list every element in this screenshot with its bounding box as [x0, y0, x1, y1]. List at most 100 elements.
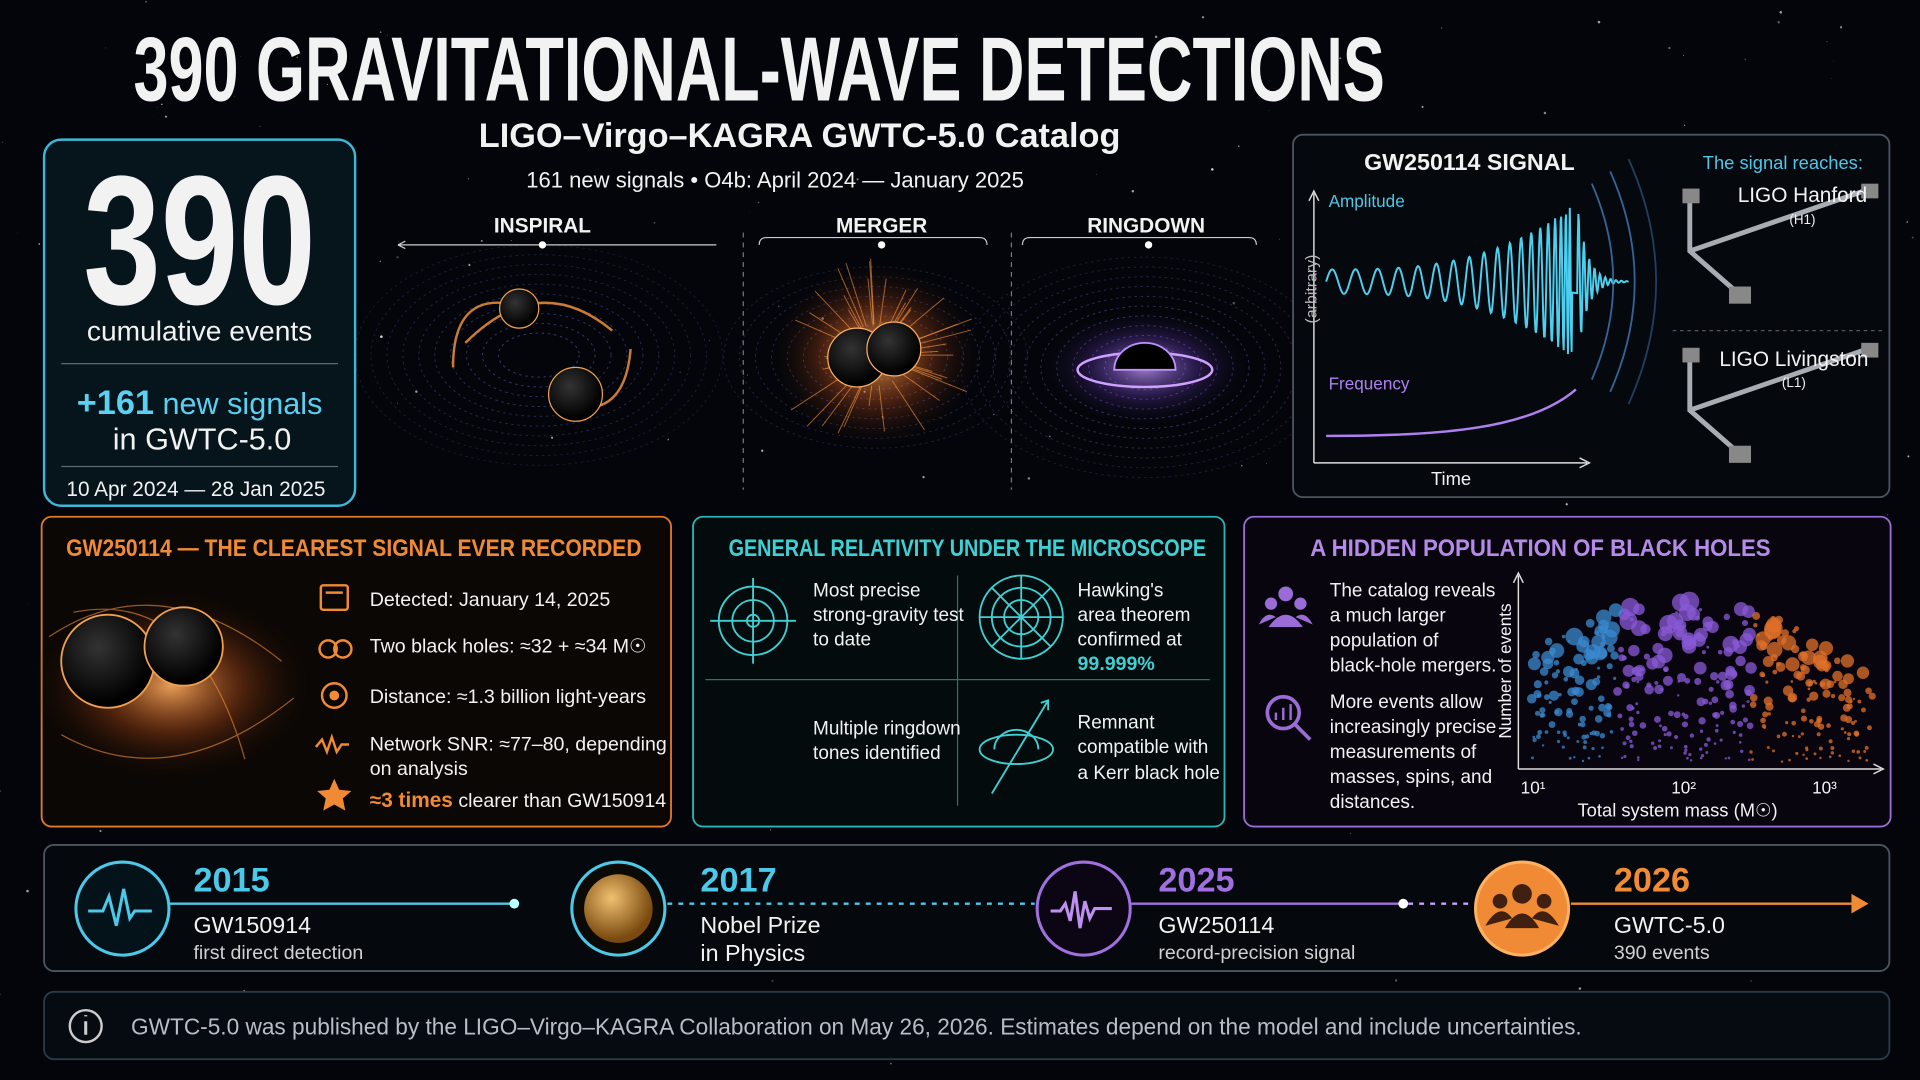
timeline-year: 2025 — [1158, 861, 1234, 899]
panel-title: GENERAL RELATIVITY UNDER THE MICROSCOPE — [729, 535, 1207, 562]
dot — [1720, 710, 1725, 715]
dot — [1828, 739, 1833, 744]
phase-label: INSPIRAL — [494, 215, 591, 238]
dot — [1843, 731, 1847, 734]
dot — [1548, 700, 1552, 704]
dot — [1805, 638, 1819, 651]
footer-note: GWTC-5.0 was published by the LIGO–Virgo… — [131, 1014, 1582, 1040]
dot — [1562, 730, 1567, 735]
star — [234, 96, 235, 97]
dot — [1624, 683, 1630, 689]
star — [1266, 463, 1267, 464]
dot — [1845, 696, 1853, 704]
star — [1421, 105, 1424, 108]
star — [708, 339, 711, 342]
dot — [1741, 619, 1749, 627]
ray — [821, 379, 858, 427]
dot — [1738, 740, 1742, 744]
star — [1154, 35, 1158, 39]
dot — [1654, 684, 1664, 695]
dot — [1819, 681, 1826, 688]
dot — [1805, 757, 1809, 760]
dot — [1838, 694, 1846, 702]
dot — [1686, 756, 1689, 760]
dot — [1635, 702, 1639, 706]
timeline-line — [168, 893, 1869, 914]
phase-illustrations — [354, 244, 1330, 479]
dot — [1822, 689, 1831, 698]
star — [1911, 236, 1914, 239]
dot — [1765, 702, 1774, 711]
dot — [1663, 667, 1669, 673]
dot — [1702, 616, 1714, 628]
detector-name: LIGO Hanford — [1738, 184, 1867, 207]
dot — [1800, 665, 1810, 675]
dot — [1556, 739, 1561, 744]
dot — [1800, 715, 1808, 722]
dot — [1565, 710, 1574, 718]
dot — [1781, 629, 1789, 637]
ray — [837, 382, 863, 434]
dot — [1681, 639, 1697, 654]
dot — [1687, 607, 1701, 621]
dot — [1852, 697, 1856, 701]
dot — [1753, 622, 1758, 628]
dot — [1727, 756, 1731, 760]
cell-text: Multiple ringdown — [813, 719, 961, 740]
summary-card — [42, 138, 357, 507]
dot — [1561, 634, 1566, 639]
dot — [1629, 739, 1633, 744]
star — [26, 889, 29, 893]
star — [1887, 514, 1889, 516]
footer-panel — [43, 990, 1891, 1061]
ripple — [497, 332, 580, 378]
population-text: population of — [1330, 631, 1439, 652]
star — [145, 0, 147, 3]
dot — [1805, 679, 1814, 687]
dot — [1644, 684, 1654, 695]
dot — [1865, 687, 1872, 695]
relativity-panel — [692, 515, 1226, 828]
star — [296, 56, 299, 59]
dot — [1791, 720, 1796, 726]
ripple — [450, 303, 628, 408]
dot — [1840, 714, 1848, 722]
dot — [1809, 691, 1819, 701]
star — [99, 829, 102, 832]
dot — [1725, 689, 1734, 699]
dot — [1539, 667, 1549, 676]
dot — [1660, 630, 1667, 637]
dot — [1673, 711, 1681, 719]
star — [1906, 220, 1909, 223]
dot — [1585, 618, 1595, 628]
cell-text: area theorem — [1078, 605, 1191, 626]
dot — [1581, 734, 1587, 740]
ripple — [1024, 295, 1266, 439]
dot — [1805, 748, 1809, 752]
dot — [1739, 749, 1744, 754]
dot — [1751, 758, 1754, 761]
dot — [1551, 672, 1559, 679]
dot — [1631, 676, 1637, 683]
dot — [1723, 647, 1734, 657]
dot — [1698, 717, 1706, 725]
dot — [1759, 671, 1765, 678]
star — [856, 178, 859, 181]
dot — [1684, 748, 1688, 752]
dot — [1693, 661, 1707, 675]
star — [1096, 173, 1097, 175]
dot — [1629, 744, 1634, 749]
dot — [1715, 724, 1719, 728]
dot — [1760, 717, 1766, 724]
dot — [1762, 656, 1774, 668]
x-tick-label: 10² — [1671, 777, 1696, 797]
dot — [1772, 669, 1778, 675]
dot — [1573, 653, 1585, 665]
marker — [877, 241, 886, 249]
dot — [1527, 657, 1541, 671]
star — [415, 390, 418, 393]
dot — [1659, 687, 1664, 692]
dot — [1696, 697, 1706, 707]
dot — [1842, 703, 1851, 712]
dot — [1583, 740, 1588, 745]
